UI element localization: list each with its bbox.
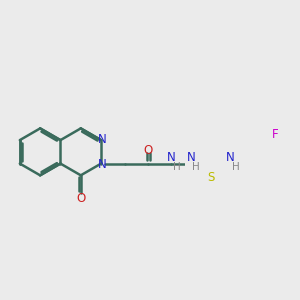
Text: O: O [143, 143, 153, 157]
Text: O: O [76, 192, 86, 205]
Text: H: H [192, 162, 200, 172]
Text: H: H [172, 162, 180, 172]
Text: N: N [98, 133, 107, 146]
Text: N: N [167, 151, 176, 164]
Text: N: N [98, 158, 107, 171]
Text: N: N [187, 151, 196, 164]
Text: H: H [232, 162, 240, 172]
Text: F: F [272, 128, 278, 141]
Text: N: N [226, 151, 235, 164]
Text: S: S [207, 171, 215, 184]
